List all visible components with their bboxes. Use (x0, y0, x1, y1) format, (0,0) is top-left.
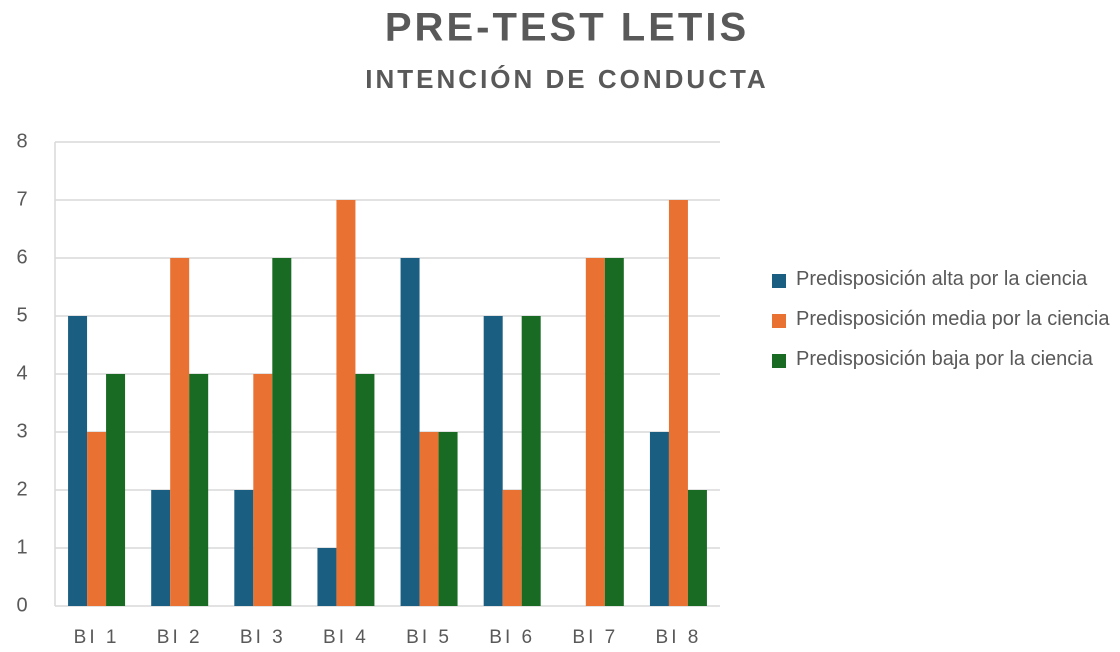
y-tick-label: 3 (16, 420, 27, 442)
bar (400, 258, 420, 606)
x-tick-label: BI 3 (240, 627, 286, 648)
x-tick-label: BI 7 (572, 627, 618, 648)
legend-label: Predisposición alta por la ciencia (796, 268, 1088, 290)
y-tick-label: 0 (16, 594, 27, 616)
bar (170, 258, 190, 606)
bar (483, 316, 503, 606)
chart-title: PRE-TEST LETIS (385, 6, 749, 50)
bar (87, 432, 107, 606)
bar (604, 258, 624, 606)
x-tick-label: BI 6 (489, 627, 535, 648)
legend-swatch (772, 354, 786, 368)
y-tick-label: 6 (16, 246, 27, 268)
legend-label: Predisposición baja por la ciencia (796, 348, 1093, 370)
bar (336, 200, 356, 606)
bar (355, 374, 375, 606)
y-tick-label: 7 (16, 188, 27, 210)
y-tick-label: 2 (16, 478, 27, 500)
legend-label: Predisposición media por la ciencia (796, 308, 1110, 330)
bar (317, 548, 337, 606)
legend: Predisposición alta por la ciencia Predis… (772, 268, 1112, 388)
legend-item: Predisposición baja por la ciencia (772, 348, 1112, 376)
bar (106, 374, 126, 606)
bar (668, 200, 688, 606)
bar (687, 490, 707, 606)
y-tick-label: 5 (16, 304, 27, 326)
legend-swatch (772, 314, 786, 328)
bar (253, 374, 273, 606)
legend-swatch (772, 274, 786, 288)
legend-item: Predisposición alta por la ciencia (772, 268, 1112, 296)
x-tick-label: BI 5 (406, 627, 452, 648)
x-tick-label: BI 8 (656, 627, 702, 648)
bar (68, 316, 88, 606)
bar (438, 432, 458, 606)
bar (521, 316, 541, 606)
x-tick-label: BI 1 (74, 627, 120, 648)
bar (272, 258, 292, 606)
bar (151, 490, 171, 606)
bar (234, 490, 254, 606)
bar (585, 258, 605, 606)
x-tick-label: BI 4 (323, 627, 369, 648)
y-tick-label: 4 (16, 362, 27, 384)
x-tick-label: BI 2 (157, 627, 203, 648)
bar (419, 432, 439, 606)
legend-item: Predisposición media por la ciencia (772, 308, 1112, 336)
bar (649, 432, 669, 606)
y-tick-label: 1 (16, 536, 27, 558)
bar (502, 490, 522, 606)
y-tick-label: 8 (16, 130, 27, 152)
chart-subtitle: INTENCIÓN DE CONDUCTA (365, 64, 768, 94)
bar (189, 374, 209, 606)
